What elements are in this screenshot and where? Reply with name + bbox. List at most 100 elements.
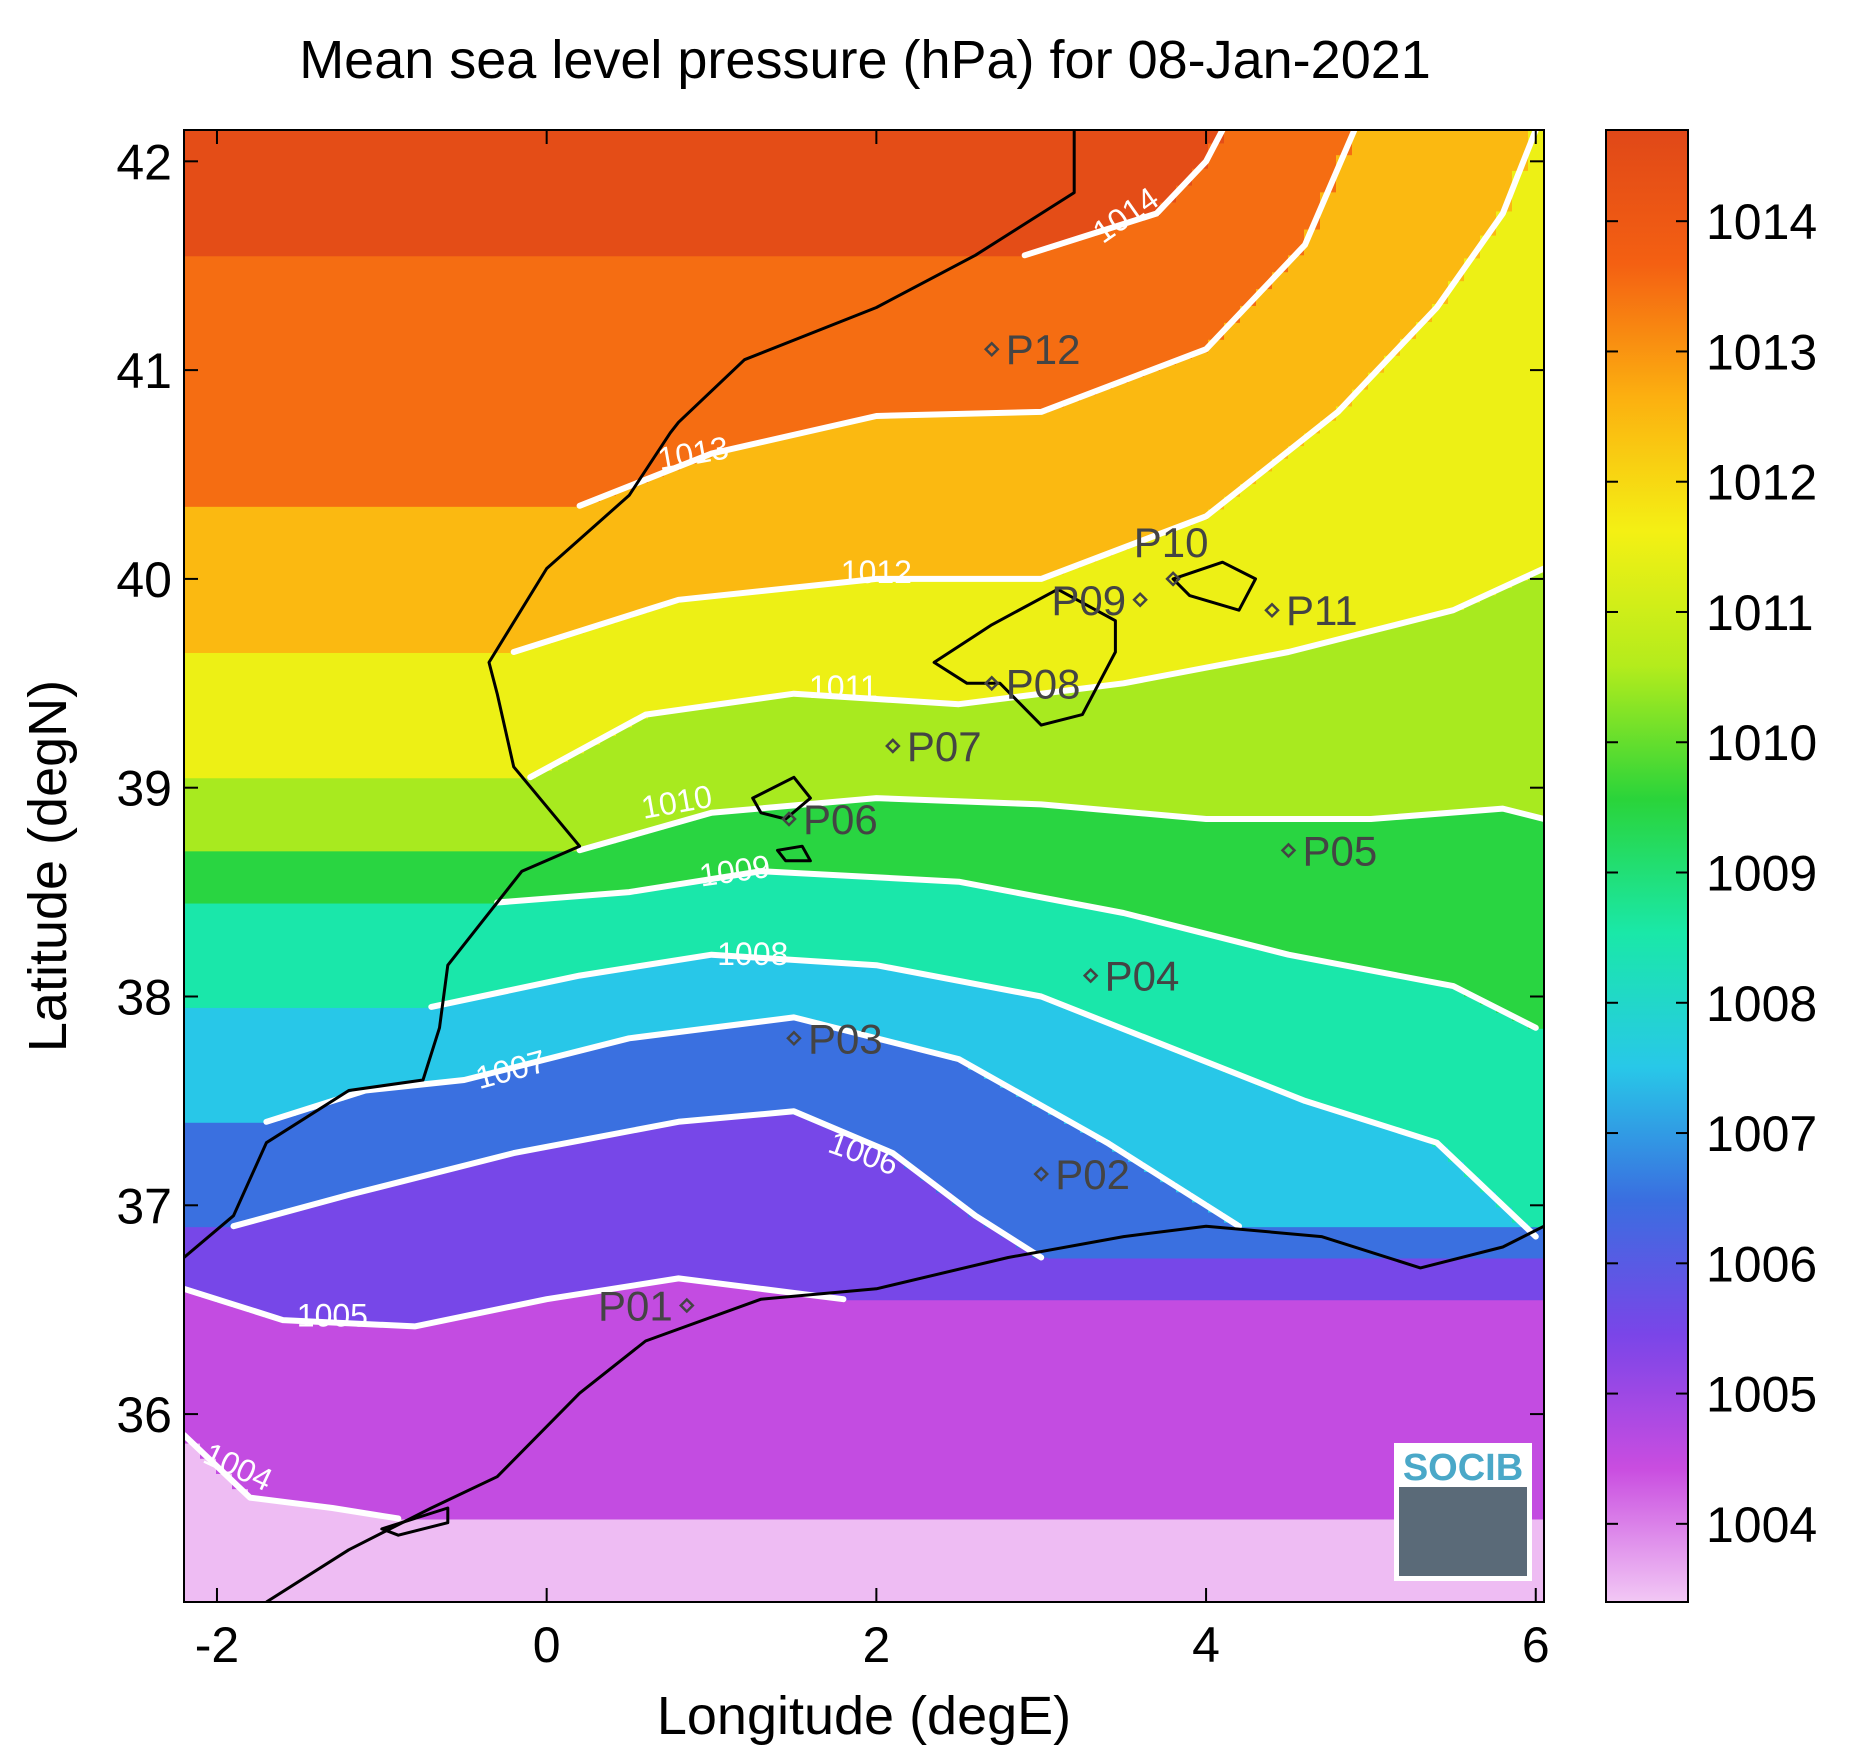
field-cell bbox=[1144, 920, 1161, 1042]
field-cell bbox=[920, 1051, 937, 1181]
field-cell bbox=[1256, 1299, 1273, 1520]
field-cell bbox=[1224, 1299, 1241, 1520]
field-cell bbox=[792, 130, 809, 257]
field-cell bbox=[872, 130, 889, 257]
field-cell bbox=[648, 1281, 665, 1520]
field-cell bbox=[1048, 1518, 1065, 1602]
field-cell bbox=[952, 1299, 969, 1520]
field-cell bbox=[712, 255, 729, 453]
field-cell bbox=[344, 651, 361, 779]
field-cell bbox=[1496, 210, 1513, 588]
station-marker-p09 bbox=[1132, 592, 1148, 608]
field-cell bbox=[1032, 411, 1049, 580]
isobar-1007 bbox=[263, 1014, 1242, 1230]
field-cell bbox=[1064, 240, 1081, 402]
field-cell bbox=[808, 695, 825, 805]
field-cell bbox=[184, 255, 201, 507]
field-cell bbox=[888, 578, 905, 702]
field-cell bbox=[312, 130, 329, 257]
field-cell bbox=[520, 1518, 537, 1602]
field-cell bbox=[1240, 304, 1257, 485]
field-cell bbox=[216, 777, 233, 852]
field-cell bbox=[808, 803, 825, 876]
field-cell bbox=[392, 1086, 409, 1183]
field-cell bbox=[232, 1006, 249, 1123]
field-cell bbox=[264, 1006, 281, 1122]
field-cell bbox=[472, 1518, 489, 1602]
field-cell bbox=[232, 902, 249, 1008]
field-cell bbox=[552, 979, 569, 1057]
field-cell bbox=[440, 130, 457, 257]
field-cell bbox=[1400, 1226, 1417, 1259]
field-cell bbox=[1368, 130, 1385, 373]
field-cell bbox=[344, 1511, 361, 1602]
field-cell bbox=[280, 255, 297, 507]
field-cell bbox=[248, 1121, 265, 1222]
field-cell bbox=[920, 1518, 937, 1602]
field-cell bbox=[616, 892, 633, 970]
field-cell bbox=[1000, 990, 1017, 1088]
colorbar-tick-label: 1006 bbox=[1706, 1236, 1817, 1292]
field-cell bbox=[1064, 1518, 1081, 1602]
field-cell bbox=[520, 255, 537, 507]
field-cell bbox=[872, 965, 889, 1041]
field-cell bbox=[296, 505, 313, 653]
field-cell bbox=[1048, 900, 1065, 1004]
field-cell bbox=[200, 850, 217, 904]
field-cell bbox=[1304, 1257, 1321, 1301]
field-cell bbox=[728, 448, 745, 595]
field-cell bbox=[1144, 130, 1161, 216]
field-cell bbox=[296, 1109, 313, 1209]
field-cell bbox=[1096, 1257, 1113, 1301]
field-cell bbox=[200, 1006, 217, 1123]
field-cell bbox=[1016, 803, 1033, 896]
field-cell bbox=[1448, 280, 1465, 610]
field-cell bbox=[456, 130, 473, 257]
field-cell bbox=[744, 699, 761, 811]
field-cell bbox=[776, 1018, 793, 1114]
field-cell bbox=[1384, 1128, 1401, 1228]
field-cell bbox=[1512, 169, 1529, 581]
field-cell bbox=[872, 578, 889, 701]
field-cell bbox=[216, 255, 233, 507]
station-marker-p01 bbox=[679, 1297, 695, 1314]
field-cell bbox=[1192, 1299, 1209, 1520]
field-cell bbox=[1512, 579, 1529, 814]
field-cell bbox=[616, 1132, 633, 1289]
field-cell bbox=[376, 777, 393, 852]
field-cell bbox=[1112, 683, 1129, 813]
isobar-1006 bbox=[230, 1108, 1045, 1261]
field-cell bbox=[1096, 909, 1113, 1023]
field-cell bbox=[1400, 977, 1417, 1135]
field-cell bbox=[1064, 130, 1081, 242]
field-cell bbox=[1288, 1097, 1305, 1228]
field-cell bbox=[952, 704, 969, 803]
field-cell bbox=[1224, 662, 1241, 821]
field-cell bbox=[280, 1006, 297, 1116]
field-cell bbox=[1208, 1211, 1225, 1259]
field-cell bbox=[1032, 1104, 1049, 1258]
field-cell bbox=[1064, 1008, 1081, 1124]
field-cell bbox=[312, 1321, 329, 1508]
chart-title: Mean sea level pressure (hPa) for 08-Jan… bbox=[299, 30, 1431, 90]
field-cell bbox=[1464, 811, 1481, 997]
field-cell bbox=[728, 1024, 745, 1118]
field-cell bbox=[440, 850, 457, 904]
field-cell bbox=[936, 703, 953, 802]
field-cell bbox=[184, 902, 201, 1008]
field-cell bbox=[616, 255, 633, 490]
field-cell bbox=[1432, 1145, 1449, 1228]
coastline-mallorca bbox=[932, 587, 1117, 727]
field-cell bbox=[1480, 130, 1497, 236]
station-marker-p05 bbox=[1280, 842, 1297, 859]
field-cell bbox=[1416, 980, 1433, 1140]
coastline-menorca bbox=[1171, 560, 1257, 612]
field-cell bbox=[648, 828, 665, 889]
field-cell bbox=[1320, 191, 1337, 421]
field-cell bbox=[440, 651, 457, 779]
field-cell bbox=[1144, 677, 1161, 816]
field-cell bbox=[1192, 932, 1209, 1061]
field-cell bbox=[1224, 1518, 1241, 1602]
field-cell bbox=[1080, 394, 1097, 563]
field-cell bbox=[824, 962, 841, 1029]
